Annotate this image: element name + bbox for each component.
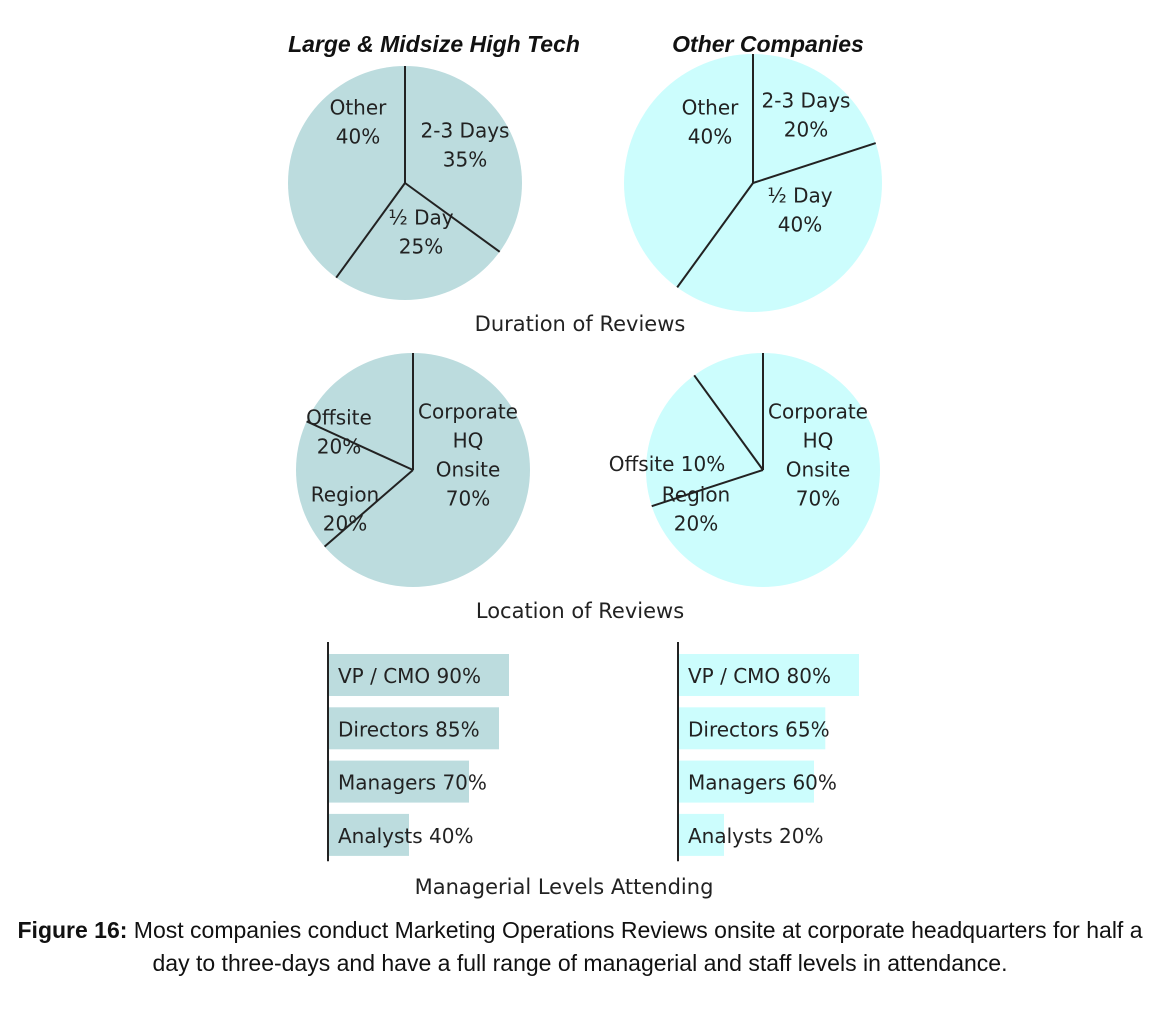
pie-label-day: ½ Day 25%: [388, 206, 453, 259]
duration-chart-title: Duration of Reviews: [475, 312, 686, 336]
bar-label-managers-70: Managers 70%: [338, 771, 487, 795]
location-pie-high-tech: Corporate HQ Onsite 70% Region 20% Offsite 20%: [296, 353, 530, 587]
pie-label-other: Other 40%: [682, 96, 740, 149]
bar-analysts-20: [679, 813, 724, 856]
bar-label-analysts-40: Analysts 40%: [338, 824, 474, 848]
bar-managers-60: [679, 760, 814, 803]
pie-slice-divider-other: [676, 182, 754, 288]
pie-label-region: Region 20%: [311, 483, 379, 536]
levels-bars-high-tech: VP / CMO 90% Directors 85% Managers 70% Ana…: [327, 642, 509, 862]
pie-slice-divider-region: [651, 469, 764, 508]
bar-label-directors-65: Directors 65%: [688, 717, 830, 741]
bar-vp-cmo-80: [679, 654, 859, 696]
bar-directors-65: [679, 707, 826, 750]
bar-label-analysts-20: Analysts 20%: [688, 824, 824, 848]
duration-pie-high-tech: 2-3 Days 35% ½ Day 25% Other 40%: [288, 66, 522, 300]
bar-vp-cmo-90: [329, 654, 509, 696]
location-pie-other: Corporate HQ Onsite 70% Region 20% Offsite 10%: [609, 353, 880, 587]
pie-label-region: Region 20%: [662, 483, 730, 536]
figure-16: Large & Midsize High Tech Other Companie…: [288, 31, 882, 899]
figure-caption: Figure 16: Most companies conduct Market…: [0, 914, 1160, 980]
pie-slice-divider-day: [404, 182, 501, 253]
pie-label-offsite-10: Offsite 10%: [609, 452, 725, 476]
bar-label-managers-60: Managers 60%: [688, 771, 837, 795]
levels-chart-title: Managerial Levels Attending: [415, 875, 714, 899]
bar-label-directors-85: Directors 85%: [338, 717, 480, 741]
pie-slice-divider-offsite: [306, 420, 414, 471]
pie-slice-divider-offsite-10: [693, 374, 764, 471]
bar-directors-85: [329, 707, 499, 750]
pie-label-2-3-days: 2-3 Days 35%: [421, 119, 510, 172]
pie-label-day: ½ Day 40%: [767, 184, 832, 237]
column-title-high-tech: Large & Midsize High Tech: [288, 31, 580, 57]
bar-label-vp-cmo-80: VP / CMO 80%: [688, 664, 831, 688]
bar-analysts-40: [329, 813, 409, 856]
caption-text: Most companies conduct Marketing Operati…: [127, 917, 1143, 976]
pie-slice-divider-day: [752, 142, 877, 184]
bar-label-vp-cmo-90: VP / CMO 90%: [338, 664, 481, 688]
pie-label-2-3-days: 2-3 Days 20%: [762, 89, 851, 142]
caption-label: Figure 16:: [17, 917, 128, 943]
bar-managers-70: [329, 760, 469, 803]
column-title-other: Other Companies: [672, 31, 864, 57]
pie-slice-divider-region: [323, 469, 414, 548]
pie-label-corporate: Corporate HQ Onsite 70%: [768, 400, 868, 511]
pie-slice-divider-other: [335, 182, 406, 279]
location-chart-title: Location of Reviews: [476, 599, 684, 623]
duration-pie-other: 2-3 Days 20% ½ Day 40% Other 40%: [624, 54, 882, 312]
levels-bars-other: VP / CMO 80% Directors 65% Managers 60% Ana…: [677, 642, 859, 862]
pie-label-offsite: Offsite 20%: [306, 406, 372, 459]
pie-label-corporate: Corporate HQ Onsite 70%: [418, 400, 518, 511]
pie-label-other: Other 40%: [330, 96, 388, 149]
